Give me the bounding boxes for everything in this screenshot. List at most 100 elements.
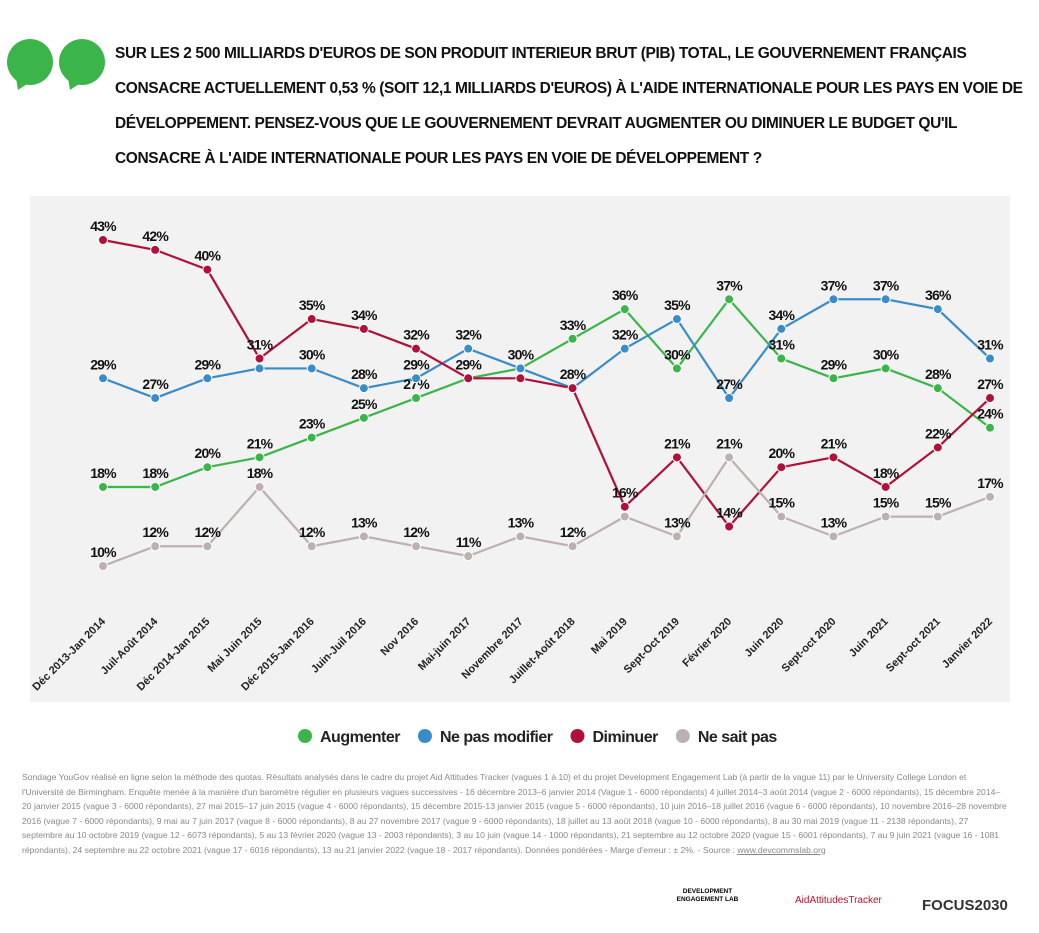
- data-point: [358, 412, 369, 423]
- data-point: [985, 422, 995, 433]
- data-label: 13%: [351, 514, 378, 530]
- data-label: 27%: [977, 376, 1004, 392]
- data-label: 18%: [247, 465, 274, 481]
- data-point: [619, 501, 630, 512]
- data-point: [985, 393, 995, 404]
- data-point: [463, 551, 474, 562]
- data-point: [411, 541, 422, 552]
- data-label: 31%: [768, 337, 795, 353]
- data-point: [985, 353, 995, 364]
- data-label: 21%: [664, 435, 691, 451]
- data-label: 13%: [821, 514, 848, 530]
- source-link[interactable]: www.devcommslab.org: [737, 844, 826, 855]
- data-point: [932, 511, 943, 522]
- series-line: [102, 238, 991, 529]
- data-point: [985, 491, 995, 502]
- legend-label: Ne pas modifier: [440, 729, 553, 746]
- data-point: [254, 481, 265, 492]
- data-point: [463, 343, 474, 354]
- data-point: [724, 393, 735, 404]
- data-label: 42%: [142, 228, 169, 244]
- data-point: [619, 304, 630, 315]
- data-label: 40%: [195, 248, 222, 264]
- data-label: 34%: [351, 307, 378, 323]
- data-label: 12%: [142, 524, 169, 540]
- data-label: 29%: [455, 356, 482, 372]
- question: SUR LES 2 500 MILLIARDS D'EUROS DE SON P…: [115, 45, 1023, 167]
- data-point: [724, 452, 735, 463]
- data-point: [306, 314, 317, 325]
- data-point: [828, 373, 839, 384]
- data-point: [306, 363, 317, 374]
- data-point: [880, 511, 891, 522]
- data-point: [724, 521, 735, 532]
- plot-background: [30, 196, 1010, 702]
- data-point: [98, 235, 108, 245]
- data-point: [254, 363, 265, 374]
- data-label: 35%: [299, 297, 326, 313]
- data-point: [880, 294, 891, 305]
- data-label: 30%: [508, 346, 535, 362]
- data-label: 34%: [768, 307, 795, 323]
- data-point: [776, 323, 787, 334]
- quote-icon: [7, 39, 105, 90]
- data-label: 12%: [560, 524, 587, 540]
- data-label: 15%: [925, 495, 952, 511]
- data-label: 22%: [925, 425, 952, 441]
- legend-swatch: [675, 729, 690, 743]
- data-point: [567, 383, 578, 394]
- data-point: [202, 541, 213, 552]
- data-point: [254, 452, 265, 463]
- series-line: [102, 298, 991, 400]
- data-point: [98, 481, 108, 492]
- data-label: 30%: [873, 346, 900, 362]
- logo-aat: AidAttitudesTracker: [795, 895, 882, 906]
- data-label: 32%: [612, 327, 639, 343]
- legend-swatch: [570, 729, 585, 743]
- data-label: 32%: [455, 327, 482, 343]
- data-label: 37%: [716, 277, 743, 293]
- legend-label: Augmenter: [320, 729, 400, 746]
- data-point: [202, 264, 213, 275]
- data-point: [202, 373, 213, 384]
- data-label: 27%: [142, 376, 169, 392]
- data-label: 31%: [247, 337, 274, 353]
- legend-label: Ne sait pas: [698, 729, 778, 746]
- data-label: 32%: [403, 327, 430, 343]
- data-label: 37%: [873, 277, 900, 293]
- data-point: [98, 373, 108, 384]
- data-label: 18%: [873, 465, 900, 481]
- data-label: 33%: [560, 317, 587, 333]
- data-label: 16%: [612, 485, 639, 501]
- data-label: 24%: [977, 406, 1004, 422]
- data-point: [411, 343, 422, 354]
- data-label: 23%: [299, 416, 326, 432]
- data-label: 29%: [90, 356, 117, 372]
- data-label: 36%: [925, 287, 952, 303]
- series-line: [103, 297, 991, 489]
- data-label: 12%: [299, 524, 326, 540]
- data-label: 30%: [299, 346, 326, 362]
- data-point: [98, 561, 108, 571]
- data-label: 25%: [351, 396, 378, 412]
- data-point: [306, 432, 317, 443]
- data-point: [358, 531, 369, 542]
- data-label: 12%: [195, 524, 222, 540]
- data-label: 29%: [821, 356, 848, 372]
- data-point: [828, 531, 839, 542]
- data-label: 29%: [403, 356, 430, 372]
- data-point: [671, 314, 682, 325]
- data-point: [306, 541, 317, 552]
- data-point: [776, 511, 787, 522]
- data-label: 15%: [768, 495, 795, 511]
- data-point: [776, 462, 787, 473]
- data-label: 21%: [716, 435, 743, 451]
- data-point: [671, 452, 682, 463]
- data-point: [150, 244, 161, 255]
- data-point: [619, 343, 630, 354]
- data-label: 21%: [247, 435, 274, 451]
- data-label: 20%: [195, 445, 222, 461]
- data-point: [515, 373, 526, 384]
- data-point: [880, 363, 891, 374]
- data-point: [463, 373, 474, 384]
